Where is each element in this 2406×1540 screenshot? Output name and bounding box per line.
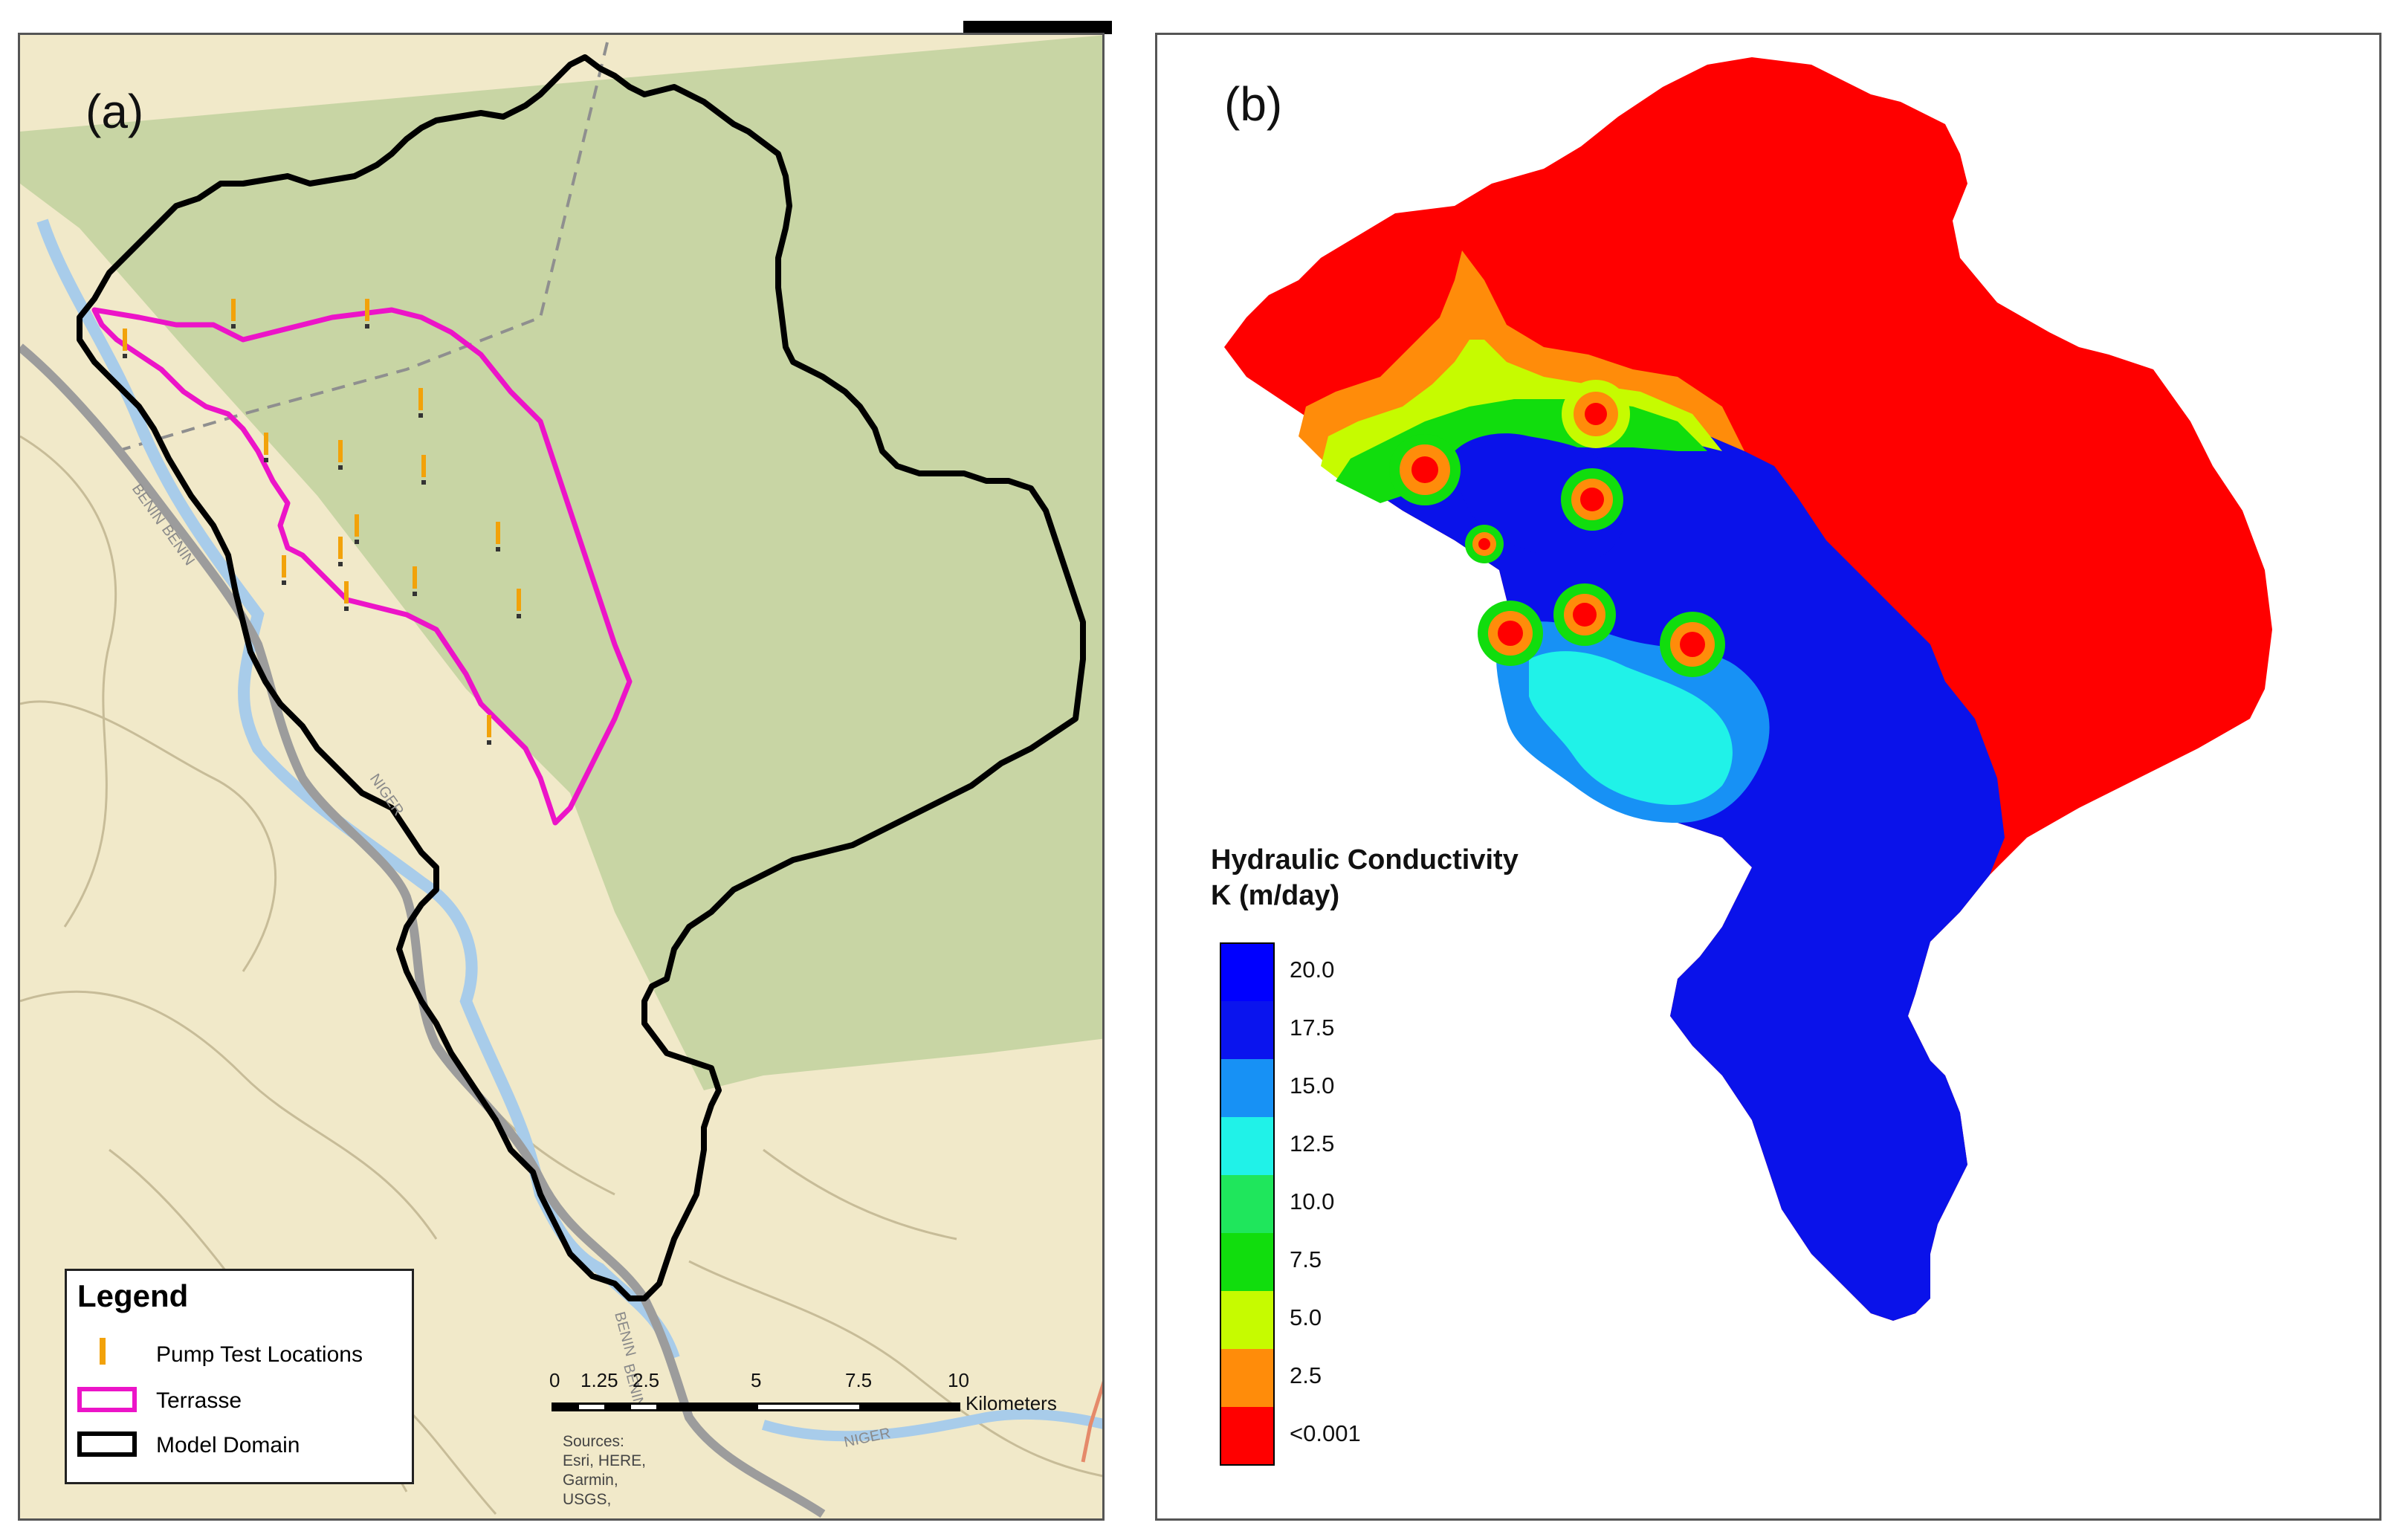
pump-marker	[338, 440, 343, 462]
panel-label: (b)	[1224, 77, 1283, 131]
colorbar-swatch	[1220, 1001, 1274, 1059]
sources-line: Sources:	[563, 1433, 624, 1450]
colorbar-title-line: K (m/day)	[1211, 880, 1340, 911]
scale-tick: 0	[549, 1369, 560, 1391]
colorbar-swatch	[1220, 1059, 1274, 1117]
colorbar-swatch	[1220, 1349, 1274, 1407]
pump-marker	[421, 455, 426, 477]
river-lower	[761, 1408, 1102, 1442]
colorbar	[1220, 942, 1275, 1466]
conductivity-map	[1220, 57, 2272, 1466]
colorbar-label: 2.5	[1290, 1362, 1322, 1388]
scale-tick: 2.5	[633, 1369, 660, 1391]
colorbar-swatch	[1220, 943, 1274, 1001]
main-road	[20, 343, 826, 1518]
pump-marker	[365, 299, 369, 321]
map-canvas: BENIN BENIN NIGER BENIN BENIN NIGER	[20, 35, 1102, 1518]
pump-marker-icon	[100, 1338, 106, 1365]
colorbar-label: 5.0	[1290, 1304, 1322, 1330]
legend-label: Pump Test Locations	[156, 1342, 363, 1367]
legend-item-model-domain: Model Domain	[67, 1427, 412, 1464]
colorbar-label: 7.5	[1290, 1246, 1322, 1272]
pump-marker	[123, 329, 127, 351]
pump-marker	[517, 589, 521, 611]
legend-label: Model Domain	[156, 1433, 300, 1458]
pump-marker	[355, 514, 359, 537]
pump-marker	[496, 522, 500, 544]
admin-boundary	[116, 42, 609, 453]
map-panel-b: (b) Hydraulic Conductivity K (m/day) 20.…	[1155, 33, 2381, 1521]
sources-line: USGS,	[563, 1491, 612, 1508]
map-panel-a: BENIN BENIN NIGER BENIN BENIN NIGER (a) …	[18, 33, 1105, 1521]
scale-unit: Kilometers	[966, 1392, 1057, 1414]
pump-marker	[282, 555, 286, 578]
scale-tick: 10	[948, 1369, 969, 1391]
pump-test-locations	[123, 299, 521, 745]
scale-tick: 5	[751, 1369, 762, 1391]
scale-tick: 7.5	[845, 1369, 873, 1391]
pump-marker	[231, 299, 236, 321]
scale-bar	[552, 1402, 960, 1411]
terrasse-outline	[91, 307, 633, 826]
map-label-benin: BENIN	[611, 1310, 638, 1359]
model-domain-outline	[77, 54, 1086, 1301]
top-edge-bar	[963, 21, 1112, 34]
pump-marker	[264, 433, 268, 455]
colorbar-swatch	[1220, 1407, 1274, 1465]
colorbar-swatch	[1220, 1175, 1274, 1233]
map-legend: Legend Pump Test Locations Terrasse Mode…	[65, 1269, 414, 1484]
colorbar-swatch	[1220, 1233, 1274, 1291]
legend-label: Terrasse	[156, 1388, 242, 1413]
pump-marker	[418, 388, 423, 410]
k-zone-12-5	[1529, 651, 1733, 805]
pump-marker	[487, 715, 491, 737]
sources-line: Garmin,	[563, 1472, 618, 1489]
colorbar-title-line: Hydraulic Conductivity	[1211, 844, 1519, 876]
pump-marker	[338, 537, 343, 559]
scale-tick: 1.25	[581, 1369, 618, 1391]
map-sources: Sources: Esri, HERE, Garmin, USGS,	[563, 1432, 646, 1510]
k-zone-17-5	[1455, 433, 1626, 562]
legend-item-pump: Pump Test Locations	[67, 1336, 412, 1374]
colorbar-label: 10.0	[1290, 1188, 1335, 1214]
panel-label: (a)	[85, 85, 144, 138]
colorbar-label: <0.001	[1290, 1420, 1361, 1446]
model-domain-swatch-icon	[77, 1431, 137, 1457]
colorbar-title: Hydraulic Conductivity K (m/day)	[1211, 842, 1519, 913]
colorbar-swatch	[1220, 1117, 1274, 1175]
pump-marker	[344, 581, 349, 604]
legend-title: Legend	[77, 1278, 189, 1313]
pump-marker	[413, 566, 417, 589]
legend-item-terrasse: Terrasse	[67, 1382, 412, 1420]
well-hotspots	[1389, 380, 1725, 677]
upland-area	[20, 35, 1102, 1090]
colorbar-label: 12.5	[1290, 1130, 1335, 1156]
colorbar-swatch	[1220, 1291, 1274, 1349]
terrasse-swatch-icon	[77, 1387, 137, 1412]
sources-line: Esri, HERE,	[563, 1452, 647, 1469]
colorbar-label: 17.5	[1290, 1015, 1335, 1041]
colorbar-label: 20.0	[1290, 957, 1335, 983]
colorbar-label: 15.0	[1290, 1072, 1335, 1099]
corner-road-segment	[1081, 1380, 1102, 1463]
map-label-niger: NIGER	[842, 1425, 892, 1451]
map-label-niger: NIGER	[366, 771, 407, 819]
minor-roads	[20, 435, 1102, 1515]
